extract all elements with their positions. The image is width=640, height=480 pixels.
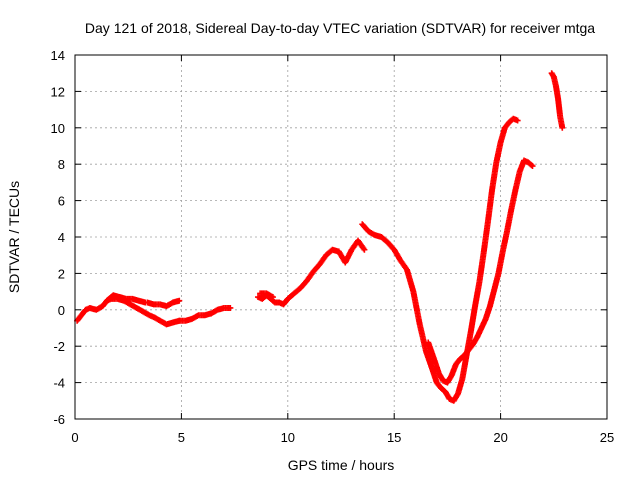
y-tick-label: -6 (53, 412, 65, 427)
x-tick-label: 5 (178, 430, 185, 445)
data-segment (103, 292, 149, 306)
y-tick-label: 0 (58, 303, 65, 318)
data-point (529, 163, 536, 170)
x-tick-label: 20 (493, 430, 507, 445)
data-point (514, 117, 521, 124)
x-tick-label: 0 (71, 430, 78, 445)
x-tick-label: 15 (387, 430, 401, 445)
axis-ticks: 0 5 10 15 20 25 -6 -4 -2 0 2 4 6 8 10 12 14 (51, 48, 615, 445)
data-point (528, 162, 535, 169)
data-point (559, 124, 566, 131)
y-axis-title: SDTVAR / TECUs (6, 181, 22, 293)
x-tick-label: 25 (600, 430, 614, 445)
x-tick-label: 10 (281, 430, 295, 445)
data-segment (144, 297, 183, 310)
x-axis-title: GPS time / hours (288, 457, 395, 473)
data-segment (176, 304, 234, 324)
y-tick-label: 2 (58, 266, 65, 281)
grid (75, 55, 607, 419)
data-point (176, 297, 183, 304)
data-point (142, 299, 149, 306)
y-tick-label: 6 (58, 194, 65, 209)
y-tick-label: 12 (51, 84, 65, 99)
data-point (361, 246, 368, 253)
data-segment (425, 157, 536, 386)
y-tick-label: 8 (58, 157, 65, 172)
chart-title: Day 121 of 2018, Sidereal Day-to-day VTE… (85, 20, 595, 36)
data-point (269, 294, 276, 301)
data-segment (359, 115, 521, 404)
data-series (74, 70, 566, 404)
data-segment (548, 70, 566, 131)
y-tick-label: 4 (58, 230, 65, 245)
data-segment (257, 290, 276, 301)
y-tick-label: 10 (51, 121, 65, 136)
y-tick-label: -4 (53, 376, 65, 391)
plot-frame (74, 54, 608, 420)
data-point (227, 304, 234, 311)
y-tick-label: 14 (51, 48, 65, 63)
y-tick-label: -2 (53, 339, 65, 354)
